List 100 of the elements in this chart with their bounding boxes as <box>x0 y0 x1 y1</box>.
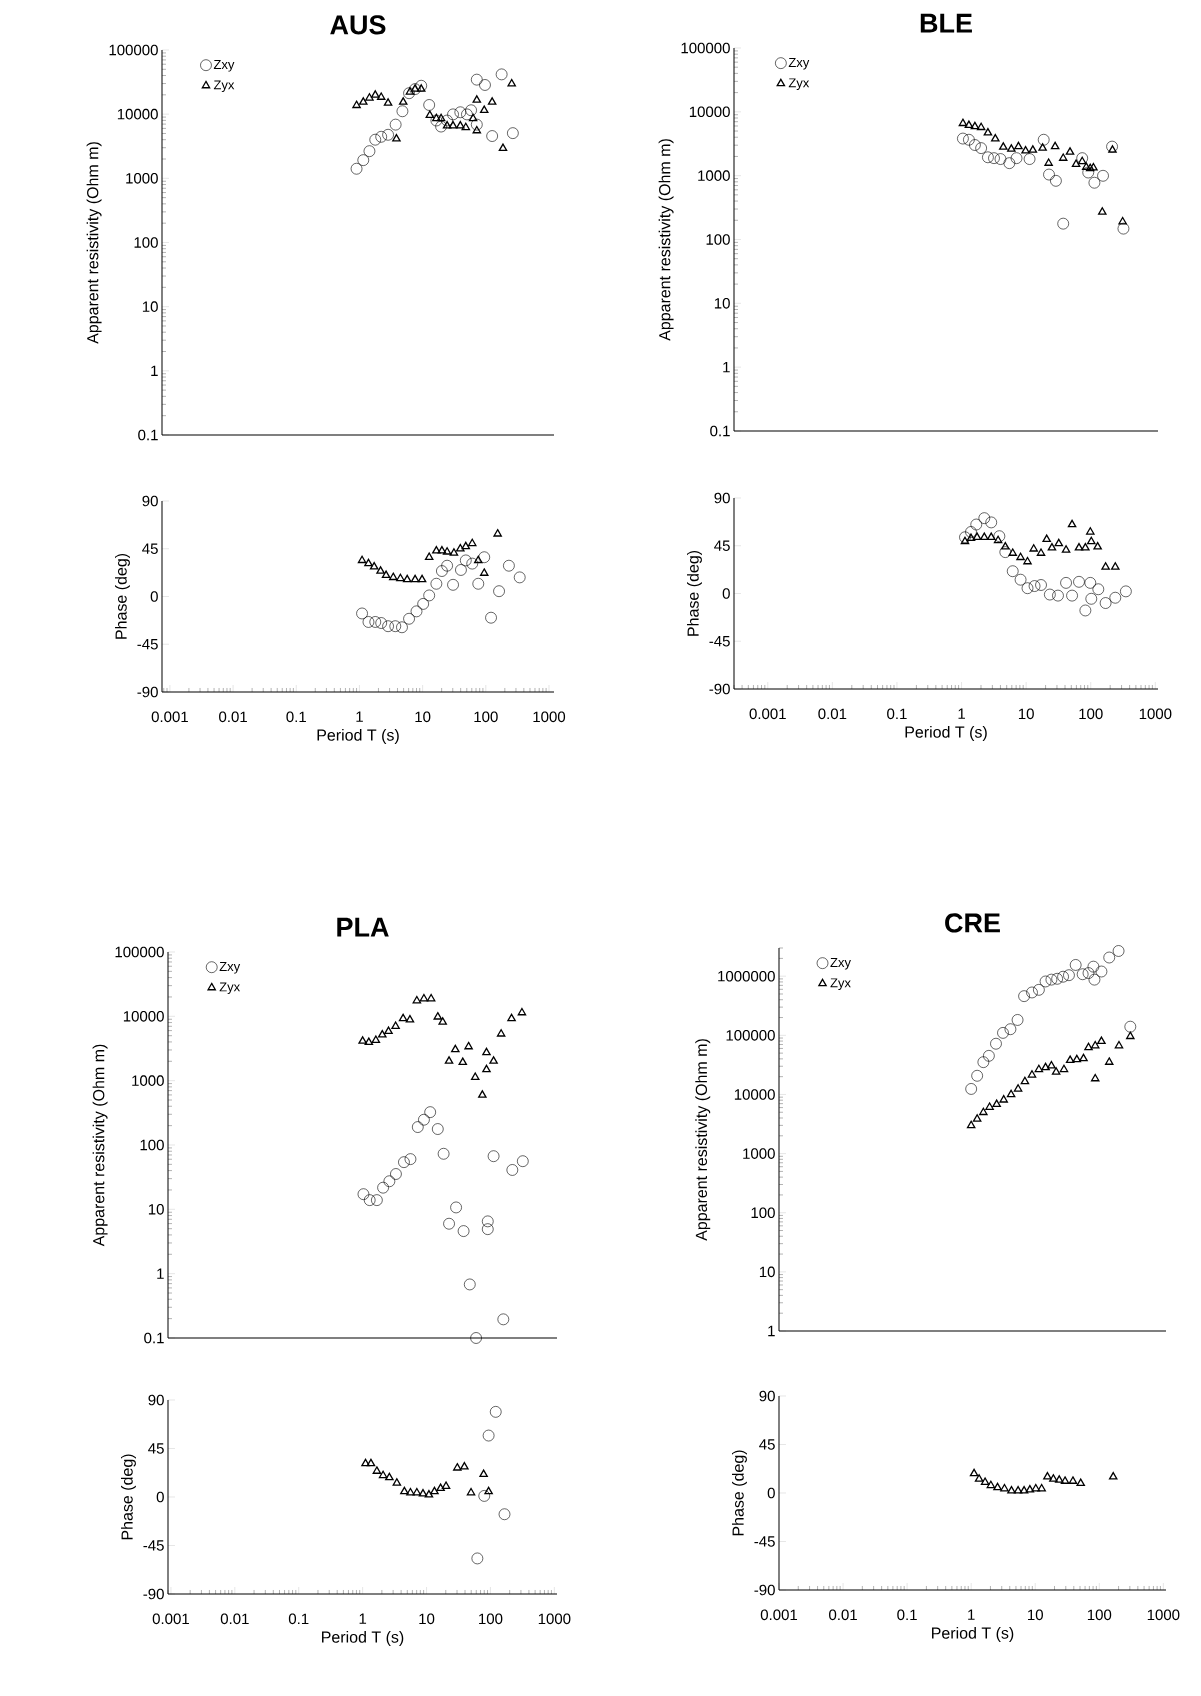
point <box>470 1332 482 1344</box>
point <box>971 1069 983 1082</box>
point <box>1029 544 1038 552</box>
point <box>1081 543 1090 551</box>
y-axis-title: Apparent resistivity (Ohm m) <box>695 1039 711 1241</box>
point <box>992 1099 1001 1108</box>
point <box>960 536 970 545</box>
point <box>1031 1483 1041 1492</box>
x-tick-label: 0.01 <box>220 1613 249 1625</box>
point <box>990 1037 1002 1050</box>
point <box>1126 1031 1135 1040</box>
point <box>364 558 373 567</box>
point <box>398 1156 410 1168</box>
point <box>437 546 447 554</box>
y-tick-label: 10000 <box>123 1011 164 1022</box>
y-tick-label: 0.1 <box>710 425 730 437</box>
x-tick-label: 1 <box>968 1609 975 1620</box>
point <box>1057 970 1069 983</box>
chart-title: BLE <box>920 13 972 33</box>
x-tick-label: 0.001 <box>749 708 786 720</box>
point <box>1065 1055 1075 1063</box>
point <box>396 105 409 118</box>
point <box>457 1225 470 1237</box>
y-tick-label: 90 <box>714 492 730 504</box>
point <box>1021 582 1034 594</box>
point <box>357 1188 370 1200</box>
y-tick-label: 1000 <box>132 1075 164 1086</box>
point <box>444 1056 454 1064</box>
y-tick-label: -90 <box>709 683 730 695</box>
point <box>378 1029 387 1038</box>
point <box>467 538 477 547</box>
point <box>389 620 402 632</box>
point <box>1006 565 1019 578</box>
point <box>437 1147 450 1160</box>
y-axis-title: Phase (deg) <box>121 1454 136 1540</box>
x-axis-title: Period T (s) <box>932 1627 1014 1642</box>
point <box>507 127 519 139</box>
x-tick-label: 0.1 <box>286 711 306 723</box>
point <box>974 1474 984 1482</box>
point <box>507 78 516 87</box>
y-tick-label: -45 <box>709 636 730 647</box>
point <box>1124 1020 1137 1033</box>
point <box>1025 1484 1035 1493</box>
point <box>436 565 448 577</box>
point <box>485 611 497 624</box>
point <box>1027 1070 1037 1078</box>
point <box>497 1313 510 1326</box>
point <box>1092 583 1105 596</box>
point <box>405 1014 415 1023</box>
point <box>478 1090 487 1098</box>
point <box>481 1223 494 1235</box>
point <box>997 1027 1009 1039</box>
y-tick-label: 1 <box>768 1325 775 1337</box>
x-tick-label: 1 <box>356 711 363 722</box>
y-tick-label: 0.1 <box>144 1332 164 1344</box>
point <box>970 518 983 531</box>
point <box>356 607 368 620</box>
point <box>517 1007 527 1016</box>
point <box>426 993 436 1002</box>
x-tick-label: 100 <box>1079 708 1103 720</box>
point <box>424 552 434 560</box>
legend-label: Zyx <box>788 78 810 91</box>
y-tick-label: 0 <box>767 1487 775 1499</box>
point <box>435 120 447 133</box>
point <box>472 577 485 590</box>
point <box>423 589 435 602</box>
y-tick-label: 90 <box>142 495 158 507</box>
y-tick-label: 90 <box>148 1394 164 1406</box>
point <box>1007 1485 1016 1494</box>
legend-label: Zyx <box>213 80 235 93</box>
x-tick-label: 1000 <box>1139 708 1172 720</box>
y-tick-label: 0 <box>150 591 158 602</box>
x-tick-label: 10 <box>419 1613 435 1625</box>
point <box>447 579 459 591</box>
point <box>461 541 471 550</box>
point <box>369 133 382 146</box>
point <box>456 120 465 129</box>
point <box>454 106 467 119</box>
point <box>1035 579 1047 591</box>
x-tick-label: 0.1 <box>887 708 907 720</box>
point <box>402 574 412 583</box>
point <box>412 995 422 1004</box>
point <box>461 122 471 131</box>
y-tick-label: 100000 <box>681 42 730 54</box>
point <box>1051 1067 1061 1075</box>
point <box>1085 593 1098 605</box>
x-tick-label: 100 <box>1087 1609 1112 1621</box>
x-tick-label: 1000 <box>533 711 566 723</box>
y-tick-label: 1000000 <box>718 970 775 982</box>
y-tick-label: 10000 <box>734 1089 775 1100</box>
x-axis-title: Period T (s) <box>317 729 399 744</box>
y-tick-label: 10000 <box>689 106 730 118</box>
point <box>396 621 408 634</box>
chart-title: AUS <box>330 15 386 35</box>
point <box>1019 1485 1029 1494</box>
point <box>1042 534 1051 543</box>
point <box>1074 543 1084 551</box>
point <box>969 1468 979 1477</box>
y-tick-label: 10000 <box>117 108 158 120</box>
x-tick-label: 0.001 <box>152 1613 189 1625</box>
